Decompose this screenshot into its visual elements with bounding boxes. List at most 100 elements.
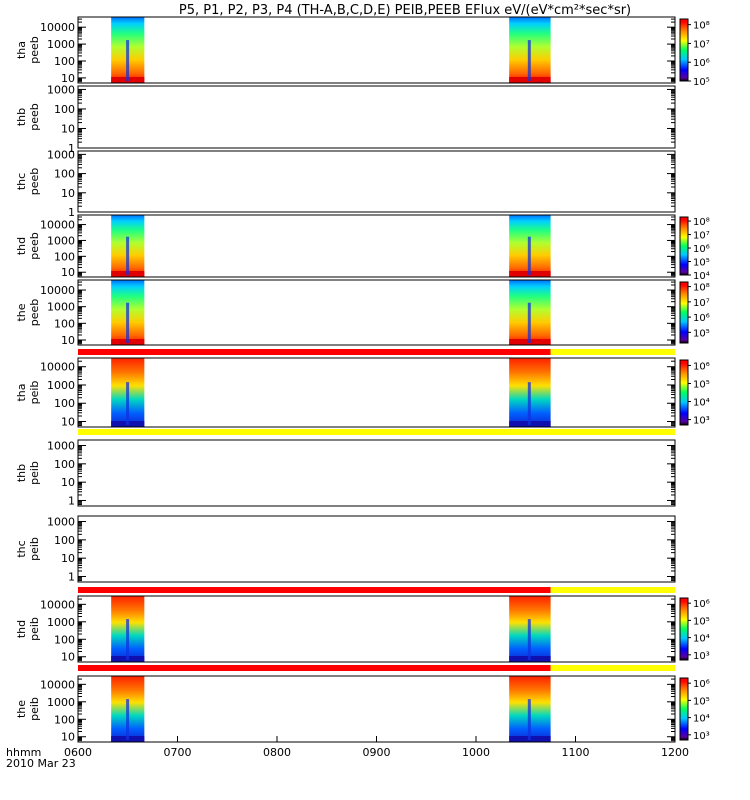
y-tick-label: 10 — [61, 334, 75, 347]
colorbar-tick-label: 10⁵ — [693, 616, 710, 627]
status-segment — [550, 665, 675, 671]
panel-product-label: peib — [28, 697, 41, 721]
panel-probe-label: thd — [15, 237, 28, 255]
panel-probe-label: thd — [15, 620, 28, 638]
panel-probe-label: thb — [15, 108, 28, 126]
y-tick-label: 10 — [61, 122, 75, 135]
panel-product-label: peib — [28, 381, 41, 405]
panel-thb_peib: 1 10 100 1000 thb peib — [15, 439, 676, 507]
panel-frame — [77, 16, 676, 84]
plot-title: P5, P1, P2, P3, P4 (TH-A,B,C,D,E) PEIB,P… — [179, 3, 631, 18]
status-bar-3 — [78, 587, 675, 593]
y-tick-label: 10 — [61, 552, 75, 565]
y-tick-label: 1000 — [47, 234, 75, 247]
panel-product-label: peeb — [28, 232, 41, 260]
y-tick-label: 1000 — [47, 616, 75, 629]
y-tick-label: 10000 — [40, 284, 75, 297]
spectrogram-streak-2 — [527, 40, 531, 82]
colorbar-the_peib: 10³ 10⁴ 10⁵ 10⁶ — [679, 677, 710, 742]
colorbar-scale — [679, 216, 689, 276]
y-tick-label: 100 — [54, 317, 75, 330]
date-label: 2010 Mar 23 — [6, 757, 76, 770]
spectrogram-streak-1 — [126, 382, 130, 425]
panel-thc_peeb: 1 10 100 1000 thc peeb — [15, 148, 676, 219]
y-tick-label: 100 — [54, 168, 75, 181]
y-tick-label: 1 — [68, 142, 75, 155]
y-tick-label: 100 — [54, 103, 75, 116]
panel-frame — [77, 515, 676, 583]
spectrogram-streak-1 — [126, 619, 130, 661]
x-axis: 0600 0700 0800 0900 1000 1100 1200 — [64, 736, 689, 759]
y-tick-label: 100 — [54, 250, 75, 263]
panel-frame — [77, 214, 676, 278]
colorbar-tha_peeb: 10⁵ 10⁶ 10⁷ 10⁸ — [679, 18, 710, 88]
spectrogram-streak-1 — [126, 40, 130, 82]
colorbar-scale — [679, 281, 689, 344]
panel-probe-label: thc — [15, 173, 28, 190]
colorbar-tick-label: 10³ — [693, 651, 710, 662]
colorbar-tick-label: 10⁶ — [693, 244, 710, 255]
y-tick-label: 1000 — [47, 440, 75, 453]
colorbar-tick-label: 10⁸ — [693, 283, 710, 294]
colorbar-tick-label: 10⁸ — [693, 21, 710, 32]
status-bar-1 — [78, 349, 675, 355]
y-tick-label: 100 — [54, 458, 75, 471]
spectrogram-streak-1 — [126, 302, 130, 344]
status-segment — [78, 665, 551, 671]
panel-probe-label: thc — [15, 540, 28, 557]
colorbar-tick-label: 10⁸ — [693, 217, 710, 228]
panel-thb_peeb: 1 10 100 1000 thb peeb — [15, 83, 676, 155]
y-tick-label: 10000 — [40, 21, 75, 34]
y-tick-label: 1000 — [47, 379, 75, 392]
x-tick-label: 1200 — [661, 746, 689, 759]
panel-the_peeb: 10 100 1000 10000 the peeb 10⁵ 10⁶ 10⁷ 10⁸ — [15, 279, 710, 347]
colorbar-tick-label: 10⁵ — [693, 379, 710, 390]
panel-probe-label: the — [15, 303, 28, 321]
y-tick-label: 100 — [54, 397, 75, 410]
panel-thc_peib: 1 10 100 1000 thc peib — [15, 515, 676, 583]
y-tick-label: 10000 — [40, 678, 75, 691]
y-tick-label: 10 — [61, 651, 75, 664]
y-tick-label: 10 — [61, 416, 75, 429]
panel-frame — [77, 675, 676, 743]
status-segment — [550, 349, 675, 355]
y-tick-label: 1 — [68, 494, 75, 507]
panel-product-label: peeb — [28, 36, 41, 64]
panel-product-label: peeb — [28, 299, 41, 327]
panel-product-label: peib — [28, 617, 41, 641]
status-bar-4 — [78, 665, 675, 671]
colorbar-scale — [679, 597, 689, 661]
status-segment — [78, 349, 551, 355]
y-tick-label: 10 — [61, 476, 75, 489]
y-tick-label: 1000 — [47, 516, 75, 529]
y-tick-label: 10000 — [40, 361, 75, 374]
y-tick-label: 1 — [68, 206, 75, 219]
spectrogram-streak-2 — [527, 619, 531, 661]
panel-frame — [77, 595, 676, 663]
y-tick-label: 10000 — [40, 598, 75, 611]
colorbar-tick-label: 10³ — [693, 731, 710, 742]
y-tick-label: 1000 — [47, 301, 75, 314]
panel-frame — [77, 439, 676, 507]
y-tick-label: 1000 — [47, 148, 75, 161]
status-segment — [550, 587, 675, 593]
panel-probe-label: tha — [15, 41, 28, 59]
panel-product-label: peeb — [28, 103, 41, 131]
spectrogram-streak-2 — [527, 236, 531, 276]
panel-tha_peeb: 10 100 1000 10000 tha peeb 10⁵ 10⁶ 10⁷ 10⁸ — [15, 16, 710, 88]
panel-product-label: peib — [28, 461, 41, 485]
colorbar-tick-label: 10⁵ — [693, 328, 710, 339]
spectrogram-streak-2 — [527, 302, 531, 344]
y-tick-label: 100 — [54, 633, 75, 646]
panel-probe-label: the — [15, 700, 28, 718]
x-tick-label: 0900 — [363, 746, 391, 759]
status-segment — [78, 429, 675, 435]
colorbar-scale — [679, 18, 689, 82]
colorbar-tha_peib: 10³ 10⁴ 10⁵ 10⁶ — [679, 359, 710, 427]
y-tick-label: 1000 — [47, 83, 75, 96]
x-tick-label: 0600 — [64, 746, 92, 759]
colorbar-scale — [679, 677, 689, 741]
panel-thd_peib: 10 100 1000 10000 thd peib 10³ 10⁴ 10⁵ 10⁶ — [15, 595, 710, 664]
